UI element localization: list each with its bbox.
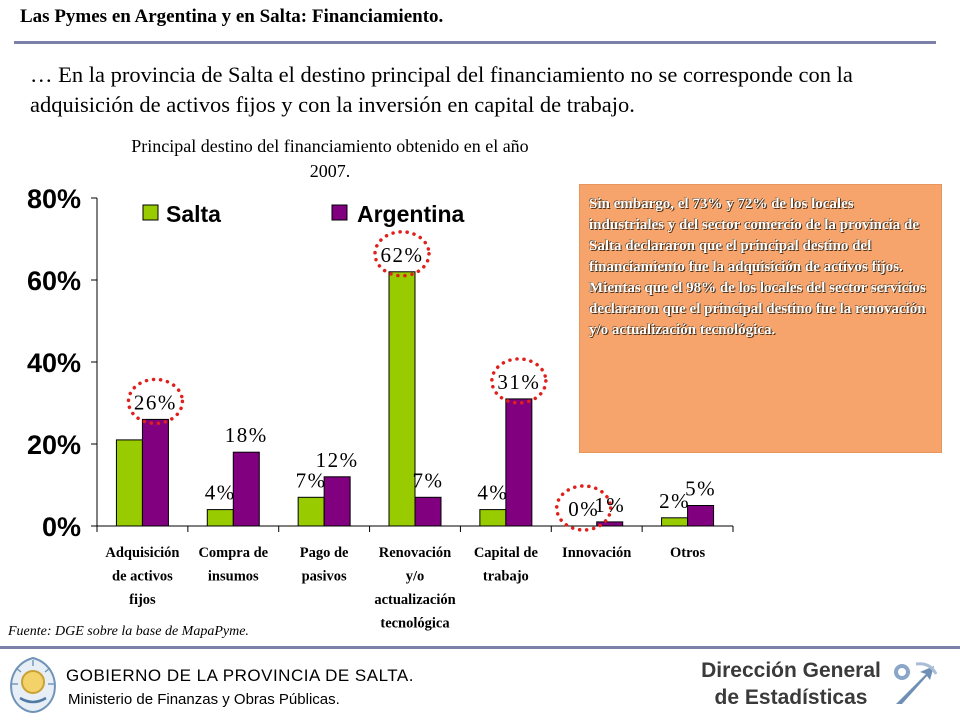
y-tick-label: 40% xyxy=(27,348,81,378)
highlight-circle xyxy=(490,357,548,405)
bar-argentina xyxy=(323,476,351,527)
data-label: 4% xyxy=(477,481,508,505)
chart-data-labels: 26%4%18%7%12%62%7%4%31%0%1% 2%5% xyxy=(126,230,716,532)
slide-title: Las Pymes en Argentina y en Salta: Finan… xyxy=(20,6,444,27)
data-label: 7% xyxy=(296,468,327,492)
chart-title: Principal destino del financiamiento obt… xyxy=(131,136,529,181)
legend-label: Salta xyxy=(166,201,221,227)
category-label: y/o xyxy=(406,569,425,585)
statistics-swoosh-icon xyxy=(894,662,938,704)
category-label: trabajo xyxy=(483,569,529,585)
data-label: 12% xyxy=(316,448,359,472)
directorate-name-line1: Dirección General xyxy=(701,659,881,682)
category-label: actualización xyxy=(374,592,455,608)
chart-category-labels: Adquisición de activos fijos Compra de insum… xyxy=(105,545,705,632)
category-label: insumos xyxy=(208,569,259,585)
ministry-name: Ministerio de Finanzas y Obras Públicas. xyxy=(68,691,340,708)
y-tick-label: 0% xyxy=(42,512,81,542)
category-label: Capital de xyxy=(474,545,539,561)
data-label: 62% xyxy=(381,243,424,267)
category-label: pasivos xyxy=(302,569,347,585)
y-tick-label: 20% xyxy=(27,430,81,460)
provincial-coat-of-arms-icon xyxy=(10,656,56,714)
highlight-circle xyxy=(554,484,613,532)
category-label: fijos xyxy=(129,592,156,608)
bar-argentina xyxy=(232,451,260,527)
government-name: GOBIERNO DE LA PROVINCIA DE SALTA. xyxy=(66,666,414,685)
category-label: Compra de xyxy=(198,545,268,561)
legend-swatch-argentina xyxy=(331,204,348,221)
data-label: 26% xyxy=(134,390,177,414)
directorate-name-line2: de Estadísticas xyxy=(714,686,868,709)
data-label: 0% xyxy=(568,497,599,521)
data-label: 2% xyxy=(659,489,690,513)
y-tick-label: 60% xyxy=(27,266,81,296)
category-label: Adquisición xyxy=(105,545,179,561)
data-label: 31% xyxy=(497,370,540,394)
category-label: Pago de xyxy=(300,545,349,561)
bar-argentina xyxy=(596,521,624,527)
data-label: 7% xyxy=(413,468,444,492)
bar-chart: 0%20%40%60%80% 26%4%18%7%12%62%7%4%31%0%… xyxy=(27,184,734,632)
footer-divider xyxy=(0,646,960,649)
bar-salta xyxy=(479,509,507,527)
bar-argentina xyxy=(687,505,715,527)
category-label: Otros xyxy=(670,545,706,561)
bar-salta xyxy=(661,517,689,527)
legend-swatch-salta xyxy=(142,204,159,221)
title-divider xyxy=(14,41,936,44)
category-label: de activos xyxy=(112,569,173,585)
callout-box: Sin embargo, el 73% y 72% de los locales… xyxy=(579,184,942,453)
data-label: 5% xyxy=(685,477,716,501)
bar-salta xyxy=(388,271,416,527)
legend-label: Argentina xyxy=(357,201,465,227)
data-label: 1% xyxy=(594,493,625,517)
chart-legend: Salta Argentina xyxy=(142,201,465,227)
chart-bars xyxy=(115,271,715,527)
bar-argentina xyxy=(414,496,442,527)
category-label: Innovación xyxy=(562,545,631,561)
source-note: Fuente: DGE sobre la base de MapaPyme. xyxy=(8,624,249,639)
y-tick-label: 80% xyxy=(27,184,81,214)
intro-text: … En la provincia de Salta el destino pr… xyxy=(30,62,853,117)
data-label: 4% xyxy=(205,481,236,505)
bar-argentina xyxy=(505,398,533,527)
highlight-circle xyxy=(126,377,185,426)
highlight-circle xyxy=(373,230,431,278)
category-label: tecnológica xyxy=(380,616,450,632)
bar-argentina xyxy=(141,418,169,527)
bar-salta xyxy=(115,439,143,527)
bar-salta xyxy=(297,496,325,527)
category-label: Renovación xyxy=(379,545,452,561)
bar-salta xyxy=(206,509,234,527)
data-label: 18% xyxy=(225,423,268,447)
